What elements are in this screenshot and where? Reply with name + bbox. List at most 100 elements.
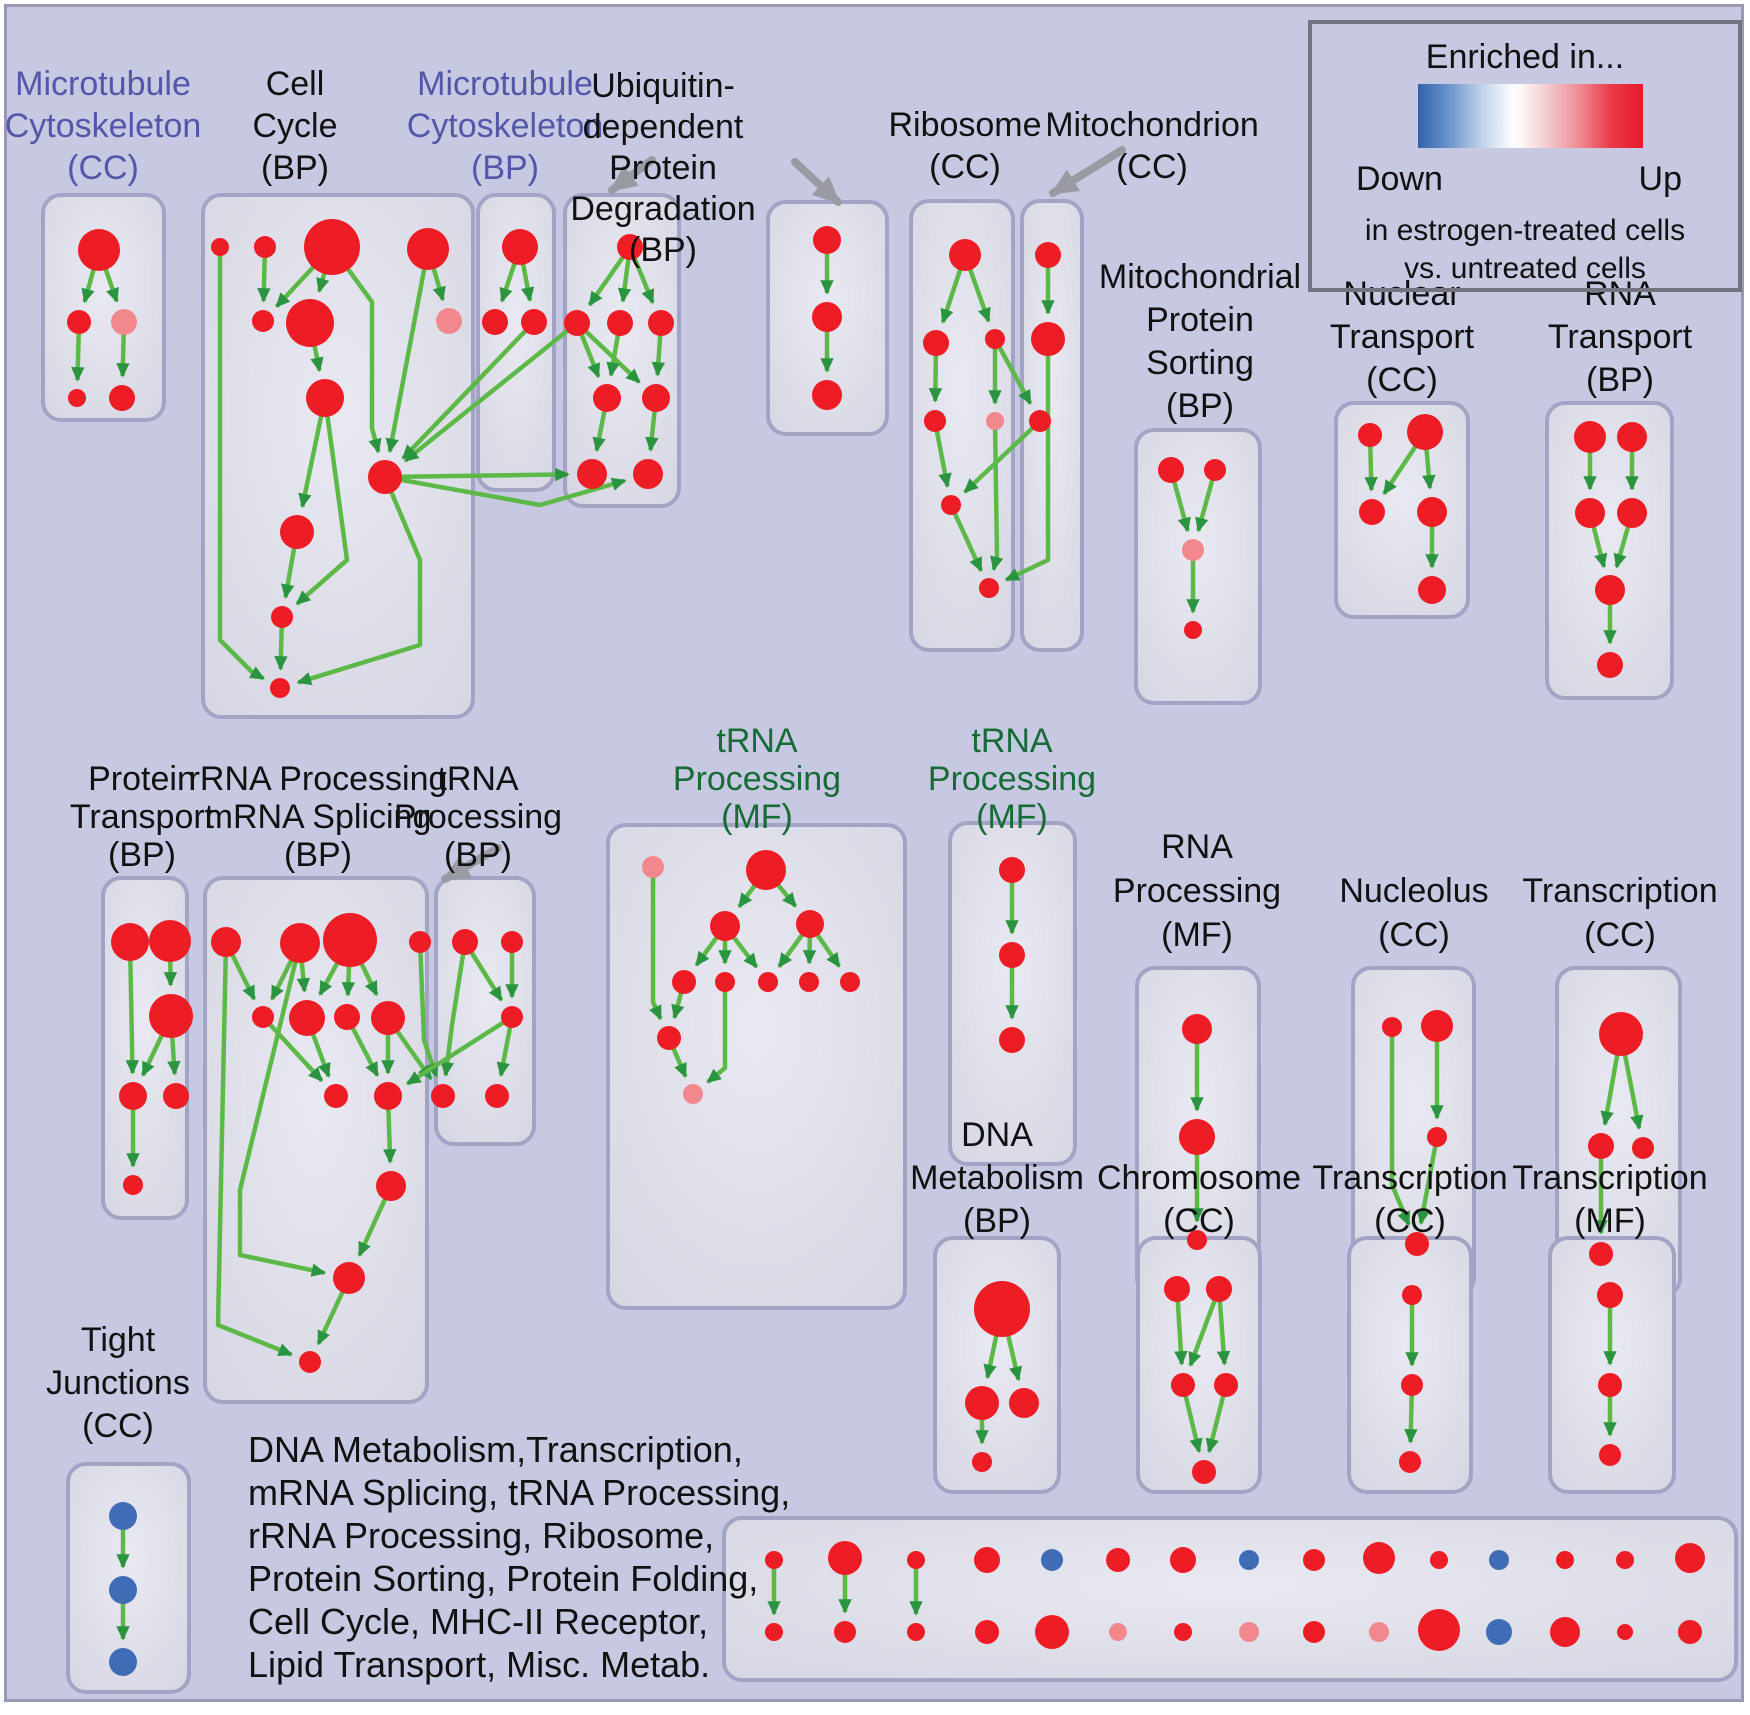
node-nl_d — [1405, 1232, 1429, 1256]
node-rr_c — [323, 913, 377, 967]
edge — [295, 397, 350, 606]
node-cc_m4 — [271, 606, 293, 628]
node-mtcc5 — [109, 385, 135, 411]
node-nt_e — [1418, 576, 1446, 604]
edge — [217, 247, 265, 681]
node-cc_m5 — [270, 678, 290, 698]
node-rib_b — [923, 330, 949, 356]
node-tj_a — [109, 1502, 137, 1530]
node-tc1_d — [1589, 1242, 1613, 1266]
node-sr_b3 — [907, 1623, 925, 1641]
node-mps_a — [1158, 457, 1184, 483]
node-mito_a — [1035, 242, 1061, 268]
node-sr_t10 — [1363, 1542, 1395, 1574]
node-ub1_g — [633, 459, 663, 489]
node-tc1_b — [1588, 1133, 1614, 1159]
cluster-box-misc-summary-row — [722, 1516, 1738, 1682]
node-sr_t13 — [1556, 1551, 1574, 1569]
node-mtbp_c2 — [521, 309, 547, 335]
node-pt_c — [149, 994, 193, 1038]
node-sr_t6 — [1106, 1548, 1130, 1572]
cluster-box-mitochondrion-cc — [1020, 199, 1084, 652]
node-nl_c — [1427, 1127, 1447, 1147]
cluster-box-trna-processing-mf-large — [606, 823, 907, 1310]
edge — [330, 245, 382, 454]
node-sr_t11 — [1430, 1551, 1448, 1569]
node-nt_c — [1359, 499, 1385, 525]
node-rt_c — [1575, 498, 1605, 528]
node-ub1_a — [564, 310, 590, 336]
node-cc_s2 — [286, 299, 334, 347]
node-mito_b — [1031, 322, 1065, 356]
node-tm1_1 — [672, 970, 696, 994]
node-tj_b — [109, 1576, 137, 1604]
node-sr_t12 — [1489, 1550, 1509, 1570]
edge — [125, 941, 140, 1075]
edge — [1389, 1027, 1411, 1227]
node-rr_k — [376, 1171, 406, 1201]
node-ub2_c — [812, 380, 842, 410]
edge — [963, 419, 1042, 494]
node-tm1_q — [683, 1084, 703, 1104]
legend-gradient-bar — [1418, 84, 1643, 148]
node-rr_a — [211, 927, 241, 957]
misc-line: DNA Metabolism,Transcription, — [248, 1429, 743, 1470]
node-sr_t8 — [1239, 1550, 1259, 1570]
misc-line: rRNA Processing, Ribosome, — [248, 1515, 715, 1556]
edge — [261, 1015, 324, 1083]
edge — [403, 321, 579, 463]
node-tm1_b — [746, 850, 786, 890]
node-tb_c — [501, 1006, 523, 1028]
node-tm1_2 — [715, 972, 735, 992]
node-ch_b — [1206, 1276, 1232, 1302]
node-tm1_5 — [840, 972, 860, 992]
node-rib_a — [949, 239, 981, 271]
node-sr_t3 — [907, 1551, 925, 1569]
node-rp_b — [1179, 1119, 1215, 1155]
node-cc_t4 — [407, 228, 449, 270]
edge — [384, 474, 627, 508]
edge — [1416, 1136, 1440, 1225]
node-ub2_a — [813, 226, 841, 254]
node-rr_j — [374, 1082, 402, 1110]
node-pt_e — [163, 1083, 189, 1109]
misc-line: mRNA Splicing, tRNA Processing, — [248, 1472, 791, 1513]
node-pt_f — [123, 1175, 143, 1195]
node-sr_b9 — [1303, 1621, 1325, 1643]
node-sr_b1 — [765, 1623, 783, 1641]
label-pointer-arrow — [441, 844, 502, 883]
node-mtcc4 — [68, 389, 86, 407]
legend-down-label: Down — [1356, 160, 1443, 198]
legend-up-label: Up — [1638, 160, 1682, 198]
edge — [1188, 1288, 1222, 1367]
edge — [575, 321, 641, 384]
node-dm_a — [974, 1281, 1030, 1337]
cluster-box-rna-transport-bp — [1545, 401, 1674, 700]
node-ch_e — [1192, 1460, 1216, 1484]
node-cc_t3 — [304, 219, 360, 275]
node-mtcc3 — [111, 309, 137, 335]
node-tm1_l — [710, 911, 740, 941]
node-mtcc1 — [78, 229, 120, 271]
cluster-box-mitochondrial-protein-sorting-bp — [1134, 428, 1262, 705]
node-sr_b7 — [1174, 1623, 1192, 1641]
node-tm2_a — [999, 857, 1025, 883]
node-nl_b — [1421, 1010, 1453, 1042]
misc-category-text: DNA Metabolism,Transcription, mRNA Splic… — [248, 1428, 790, 1686]
cluster-box-microtubule-cytoskeleton-cc — [41, 193, 166, 422]
edge — [237, 942, 327, 1277]
node-mps_b — [1204, 459, 1226, 481]
node-sr_t9 — [1303, 1549, 1325, 1571]
node-sr_b12 — [1486, 1619, 1512, 1645]
node-tb_a — [452, 929, 478, 955]
node-tm1_p — [642, 856, 664, 878]
cluster-box-rrna-processing-mrna-splicing-bp — [203, 876, 429, 1404]
node-sr_b2 — [834, 1621, 856, 1643]
node-rt_f — [1597, 652, 1623, 678]
node-pt_b — [149, 920, 191, 962]
node-mps_c — [1182, 539, 1204, 561]
node-dm_d — [972, 1452, 992, 1472]
node-t2c_b — [1401, 1374, 1423, 1396]
node-sr_t1 — [765, 1551, 783, 1569]
node-mtcc2 — [67, 310, 91, 334]
